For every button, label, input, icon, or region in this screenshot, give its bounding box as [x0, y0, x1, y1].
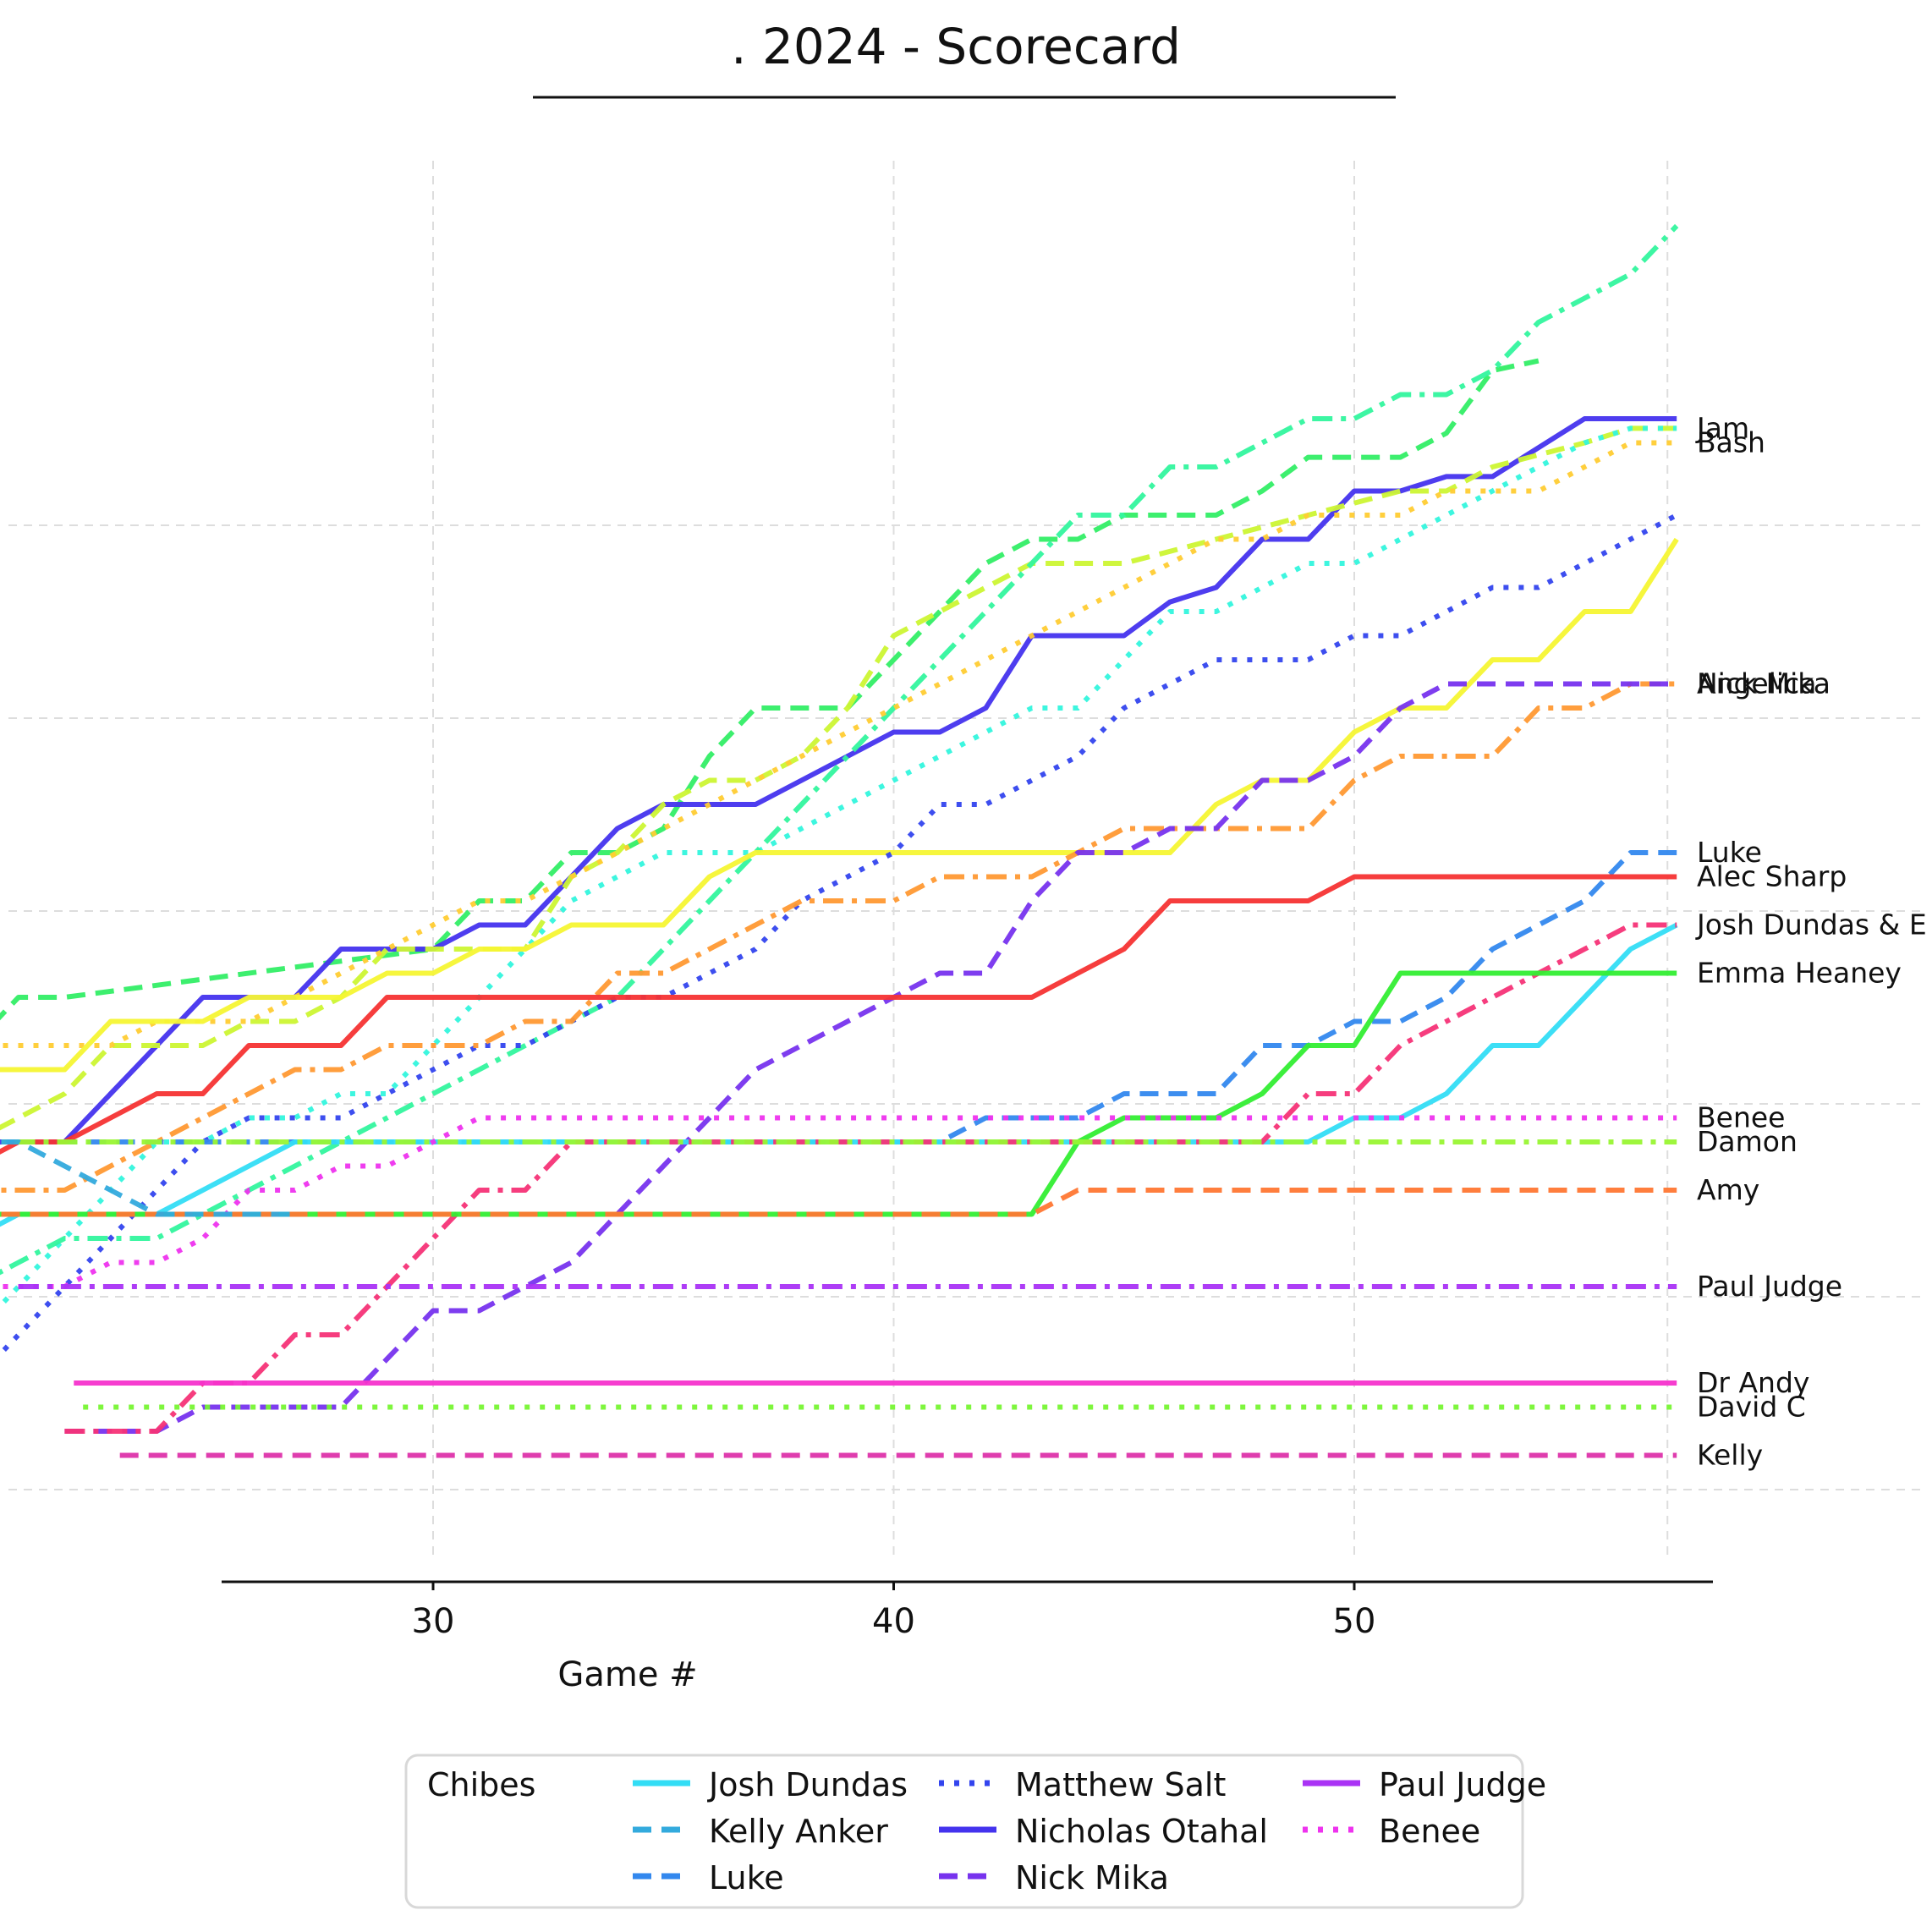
x-tick-label: 50: [1333, 1602, 1376, 1641]
end-label-nick-mika: Nick Mika: [1697, 667, 1830, 700]
series-line-kelly-anker: [0, 1139, 295, 1217]
legend-label: Nick Mika: [1015, 1859, 1169, 1896]
legend-label: Benee: [1379, 1813, 1480, 1850]
end-label-josh-dundas: Josh Dundas & E: [1695, 908, 1927, 941]
legend-label: Chibes: [427, 1766, 535, 1803]
legend: Chibes Josh Dundas Kelly Anker Luke Matthew …: [404, 1754, 1546, 1909]
legend-label: Luke: [709, 1859, 784, 1896]
series-line-nicholas-otahal: [0, 416, 1677, 1144]
end-label-jamie: Jam: [1695, 411, 1749, 444]
end-label-luke: Luke: [1697, 836, 1762, 869]
x-tick-label: 30: [412, 1602, 455, 1641]
series-line-nick-mika: [64, 681, 1677, 1434]
legend-label: Kelly Anker: [709, 1813, 888, 1850]
series-line-matthew-salt: [0, 513, 1678, 1358]
x-ticks: 30 40 50: [412, 1582, 1376, 1641]
series-line-chibes: [0, 223, 1679, 1276]
x-tick-label: 40: [872, 1602, 915, 1641]
series-line-leader: [0, 358, 1540, 1021]
end-label-angelica: Angelica: [1697, 667, 1816, 700]
end-label-emma-heaney: Emma Heaney: [1697, 957, 1902, 990]
end-label-k: I: [1697, 411, 1705, 444]
end-label-benee: Benee: [1697, 1101, 1785, 1134]
series-line-alec-sharp: [0, 874, 1677, 1155]
series-line-bash: [0, 440, 1677, 1048]
end-label-amy: Amy: [1697, 1173, 1759, 1206]
series-line-amy: [0, 1188, 1677, 1217]
legend-label: Matthew Salt: [1015, 1766, 1226, 1803]
end-label-alec-sharp: Alec Sharp: [1697, 860, 1847, 893]
series-line-jamie: [0, 425, 1677, 1310]
end-label-dr-andy: Dr Andy: [1697, 1366, 1809, 1399]
end-label-david-c: David C: [1697, 1391, 1806, 1424]
chart-title: . 2024 - Scorecard: [731, 18, 1181, 75]
legend-label: Nicholas Otahal: [1015, 1813, 1268, 1850]
end-label-kelly: Kelly: [1697, 1439, 1763, 1472]
series-line-angelica: [0, 681, 1677, 1193]
x-axis-label: Game #: [557, 1655, 697, 1694]
end-label-bash: Bash: [1697, 426, 1765, 459]
end-label-damon: Damon: [1697, 1125, 1798, 1158]
series-line-yellow: [0, 537, 1679, 1073]
series-line-benee: [0, 1115, 1677, 1289]
series-line-luke: [0, 850, 1677, 1144]
series-lines: [0, 223, 1679, 1458]
series-line-emma-heaney: [0, 970, 1677, 1217]
grid: [8, 161, 1924, 1556]
legend-label: Paul Judge: [1379, 1766, 1546, 1803]
legend-label: Josh Dundas: [707, 1766, 908, 1803]
end-label-paul-judge: Paul Judge: [1697, 1270, 1842, 1303]
series-line-k: [0, 425, 1677, 1131]
